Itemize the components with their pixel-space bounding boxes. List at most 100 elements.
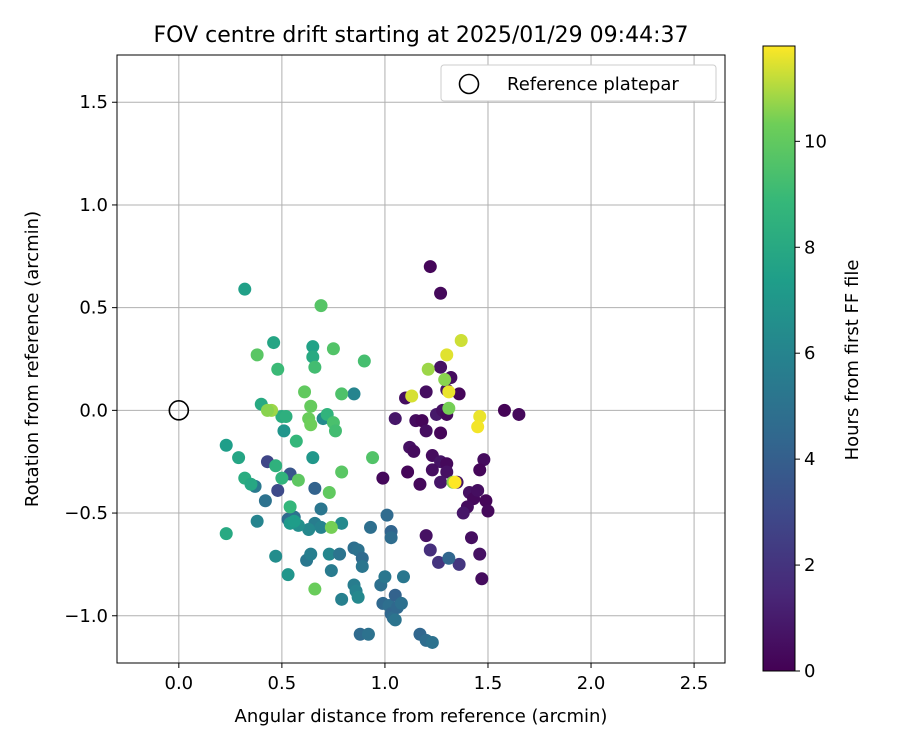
data-point <box>456 506 470 520</box>
data-point <box>448 475 462 489</box>
data-point <box>442 385 456 399</box>
data-point <box>335 387 349 401</box>
data-point <box>324 564 338 578</box>
x-ticks: 0.0 0.5 1.0 1.5 2.0 2.5 <box>165 663 709 694</box>
data-point <box>304 547 318 561</box>
colorbar-tick-label: 0 <box>804 661 815 682</box>
data-point <box>434 286 448 300</box>
data-point <box>250 348 264 362</box>
data-point <box>347 387 361 401</box>
data-point <box>388 412 402 426</box>
data-point <box>219 438 233 452</box>
colorbar-tick-label: 4 <box>804 449 815 470</box>
data-point <box>351 590 365 604</box>
y-tick-label: 0.0 <box>79 400 108 421</box>
data-point <box>238 282 252 296</box>
data-point <box>434 426 448 440</box>
data-points <box>219 260 526 649</box>
data-point <box>440 465 454 479</box>
data-point <box>413 477 427 491</box>
data-point <box>308 360 322 374</box>
data-point <box>497 403 511 417</box>
data-point <box>308 481 322 495</box>
data-point <box>279 410 293 424</box>
data-point <box>304 399 318 413</box>
colorbar-gradient <box>762 45 796 672</box>
data-point <box>335 516 349 530</box>
data-point <box>302 522 316 536</box>
data-point <box>304 418 318 432</box>
data-point <box>388 613 402 627</box>
data-point <box>322 486 336 500</box>
data-point <box>306 350 320 364</box>
y-axis-label: Rotation from reference (arcmin) <box>22 211 43 507</box>
colorbar-tick-label: 2 <box>804 555 815 576</box>
data-point <box>378 570 392 584</box>
data-point <box>434 360 448 374</box>
y-tick-label: −1.0 <box>64 606 108 627</box>
legend-label: Reference platepar <box>507 74 679 95</box>
data-point <box>250 514 264 528</box>
data-point <box>326 342 340 356</box>
data-point <box>275 471 289 485</box>
data-point <box>419 385 433 399</box>
data-point <box>219 527 233 541</box>
data-point <box>473 463 487 477</box>
data-point <box>306 451 320 465</box>
data-point <box>366 451 380 465</box>
data-point <box>269 549 283 563</box>
data-point <box>314 299 328 313</box>
data-point <box>269 459 283 473</box>
data-point <box>376 471 390 485</box>
data-point <box>432 555 446 569</box>
data-point <box>419 529 433 543</box>
data-point <box>396 570 410 584</box>
data-point <box>355 559 369 573</box>
data-point <box>314 502 328 516</box>
data-point <box>405 389 419 403</box>
legend: Reference platepar <box>440 64 717 102</box>
legend-marker-icon <box>458 73 480 95</box>
data-point <box>415 414 429 428</box>
data-point <box>481 504 495 518</box>
y-tick-label: 1.5 <box>79 92 108 113</box>
colorbar: 0 2 4 6 8 10 Hours from first FF file <box>762 45 863 682</box>
x-axis-label: Angular distance from reference (arcmin) <box>235 706 608 727</box>
data-point <box>287 514 301 528</box>
reference-platepar-marker <box>168 400 190 421</box>
data-point <box>394 596 408 610</box>
data-point <box>281 568 295 582</box>
data-point <box>425 463 439 477</box>
data-point <box>419 424 433 438</box>
data-point <box>471 420 485 434</box>
x-tick-label: 2.5 <box>680 673 709 694</box>
y-tick-label: 1.0 <box>79 195 108 216</box>
data-point <box>464 531 478 545</box>
data-point <box>271 362 285 376</box>
data-point <box>258 494 272 508</box>
data-point <box>289 434 303 448</box>
data-point <box>401 465 415 479</box>
data-point <box>322 547 336 561</box>
reference-layer <box>168 400 190 421</box>
data-point <box>473 410 487 424</box>
x-tick-label: 2.0 <box>577 673 606 694</box>
x-tick-label: 0.5 <box>268 673 297 694</box>
data-point <box>277 424 291 438</box>
data-point <box>380 508 394 522</box>
x-tick-label: 0.0 <box>165 673 194 694</box>
data-point <box>512 407 526 421</box>
data-point <box>364 520 378 534</box>
data-point <box>479 494 493 508</box>
x-tick-label: 1.5 <box>474 673 503 694</box>
data-point <box>442 551 456 565</box>
data-point <box>438 373 452 387</box>
data-point <box>244 477 258 491</box>
data-point <box>267 336 281 350</box>
chart-title: FOV centre drift starting at 2025/01/29 … <box>154 23 689 48</box>
y-tick-label: 0.5 <box>79 298 108 319</box>
colorbar-tick-label: 8 <box>804 237 815 258</box>
data-point <box>473 547 487 561</box>
